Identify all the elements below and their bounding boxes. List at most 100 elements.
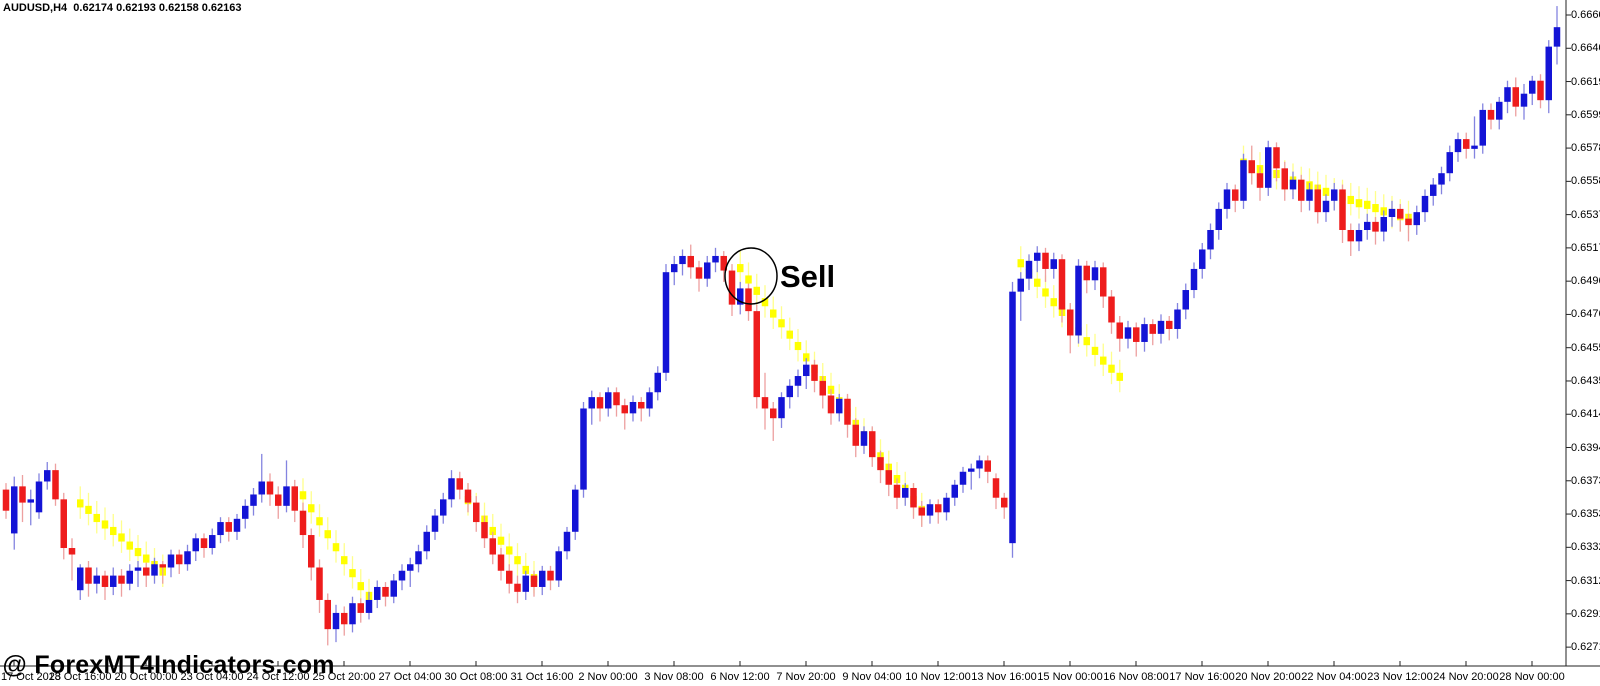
indicator-candles: [77, 145, 1412, 612]
bull-candle: [902, 483, 909, 506]
bull-candle: [423, 525, 430, 560]
bull-candle: [588, 390, 595, 425]
bull-candle: [712, 247, 719, 273]
bear-candle: [827, 389, 835, 425]
bull-candle: [786, 379, 793, 409]
time-axis-label: 20 Oct 00:00: [114, 671, 178, 683]
bear-candle: [1100, 262, 1107, 308]
bear-candle: [1232, 184, 1239, 213]
bear-candle: [1372, 217, 1379, 245]
bull-candle: [794, 369, 802, 398]
bull-candle: [1446, 145, 1453, 182]
indicator-candle: [85, 492, 92, 526]
bear-candle: [60, 492, 67, 560]
bull-candle: [1215, 202, 1222, 240]
bear-candle: [1463, 132, 1470, 159]
bear-candle: [1108, 290, 1115, 334]
price-axis-label: 0.66400: [1571, 42, 1600, 55]
price-axis-label: 0.64145: [1571, 408, 1600, 421]
bear-candle: [844, 393, 851, 438]
indicator-candle: [134, 535, 142, 568]
indicator-candle: [522, 552, 529, 586]
bull-candle: [1190, 262, 1198, 299]
bear-candle: [308, 528, 315, 581]
bear-candle: [1512, 77, 1519, 117]
bull-candle: [258, 453, 265, 503]
bear-candle: [464, 483, 472, 513]
bear-candle: [547, 565, 554, 591]
time-axis-label: 10 Nov 12:00: [905, 671, 971, 683]
price-axis-label: 0.64965: [1571, 275, 1600, 288]
watermark: @ ForexMT4Indicators.com: [2, 651, 335, 680]
indicator-candle: [1116, 359, 1123, 393]
price-axis-label: 0.65785: [1571, 142, 1600, 155]
bear-candle: [1166, 315, 1173, 341]
bull-candle: [1265, 140, 1272, 196]
bear-candle: [720, 251, 727, 282]
bull-candle: [1496, 96, 1503, 130]
bull-candle: [1322, 194, 1330, 222]
price-axis-label: 0.66195: [1571, 75, 1600, 88]
watermark-text: ForexMT4Indicators.com: [34, 651, 335, 679]
indicator-candle: [357, 569, 364, 602]
bear-candle: [935, 499, 942, 524]
bull-candle: [1355, 223, 1363, 252]
bear-candle: [291, 479, 298, 523]
bull-candle: [1529, 75, 1536, 106]
indicator-candle: [349, 556, 356, 589]
bear-candle: [1083, 260, 1090, 294]
bull-candle: [943, 492, 950, 521]
bull-candle: [374, 580, 381, 609]
bear-candle: [1397, 204, 1404, 232]
bull-candle: [192, 533, 199, 562]
bull-candle: [209, 528, 216, 555]
bear-candle: [621, 398, 628, 430]
bull-candle: [250, 487, 257, 516]
indicator-candle: [308, 491, 315, 524]
price-axis-label: 0.64555: [1571, 341, 1600, 354]
time-axis-label: 16 Nov 08:00: [1103, 671, 1169, 683]
bear-candle: [869, 426, 876, 467]
bull-candle: [1553, 6, 1561, 65]
indicator-candle: [753, 273, 760, 307]
indicator-candle: [1091, 333, 1099, 367]
bear-candle: [1314, 184, 1321, 224]
bull-candle: [803, 358, 810, 390]
bear-candle: [596, 392, 604, 422]
symbol-ohlc-label: AUDUSD,H4 0.62174 0.62193 0.62158 0.6216…: [3, 2, 242, 14]
bull-candle: [1174, 303, 1181, 339]
time-axis-label: 27 Oct 04:00: [378, 671, 442, 683]
indicator-candle: [316, 504, 323, 537]
time-axis-label: 30 Oct 08:00: [444, 671, 508, 683]
bull-candle: [555, 546, 562, 587]
bear-candle: [382, 582, 389, 607]
bull-candle: [926, 499, 934, 524]
bull-candle: [440, 492, 447, 524]
time-axis-label: 17 Nov 16:00: [1169, 671, 1235, 683]
indicator-candle: [761, 285, 769, 318]
bull-candle: [349, 596, 356, 633]
bull-candle: [605, 387, 612, 417]
price-axis-label: 0.64350: [1571, 374, 1600, 387]
bear-candle: [852, 418, 859, 458]
bull-candle: [976, 455, 983, 479]
bull-candle: [431, 509, 439, 540]
bull-candle: [654, 366, 661, 401]
bear-candle: [893, 478, 901, 510]
indicator-candle: [786, 317, 793, 351]
bear-candle: [728, 264, 736, 316]
bull-candle: [1091, 260, 1099, 291]
indicator-candle: [803, 340, 810, 373]
bear-candle: [266, 473, 274, 506]
indicator-candle: [1100, 343, 1107, 377]
bear-candle: [489, 531, 496, 565]
bull-candle: [365, 591, 373, 620]
bear-candle: [506, 564, 513, 594]
indicator-candle: [778, 306, 785, 339]
bull-candle: [1289, 171, 1297, 200]
time-axis-label: 18 Oct 16:00: [48, 671, 112, 683]
bear-candle: [225, 517, 232, 542]
bear-candle: [357, 598, 364, 623]
bull-candle: [1025, 254, 1033, 291]
